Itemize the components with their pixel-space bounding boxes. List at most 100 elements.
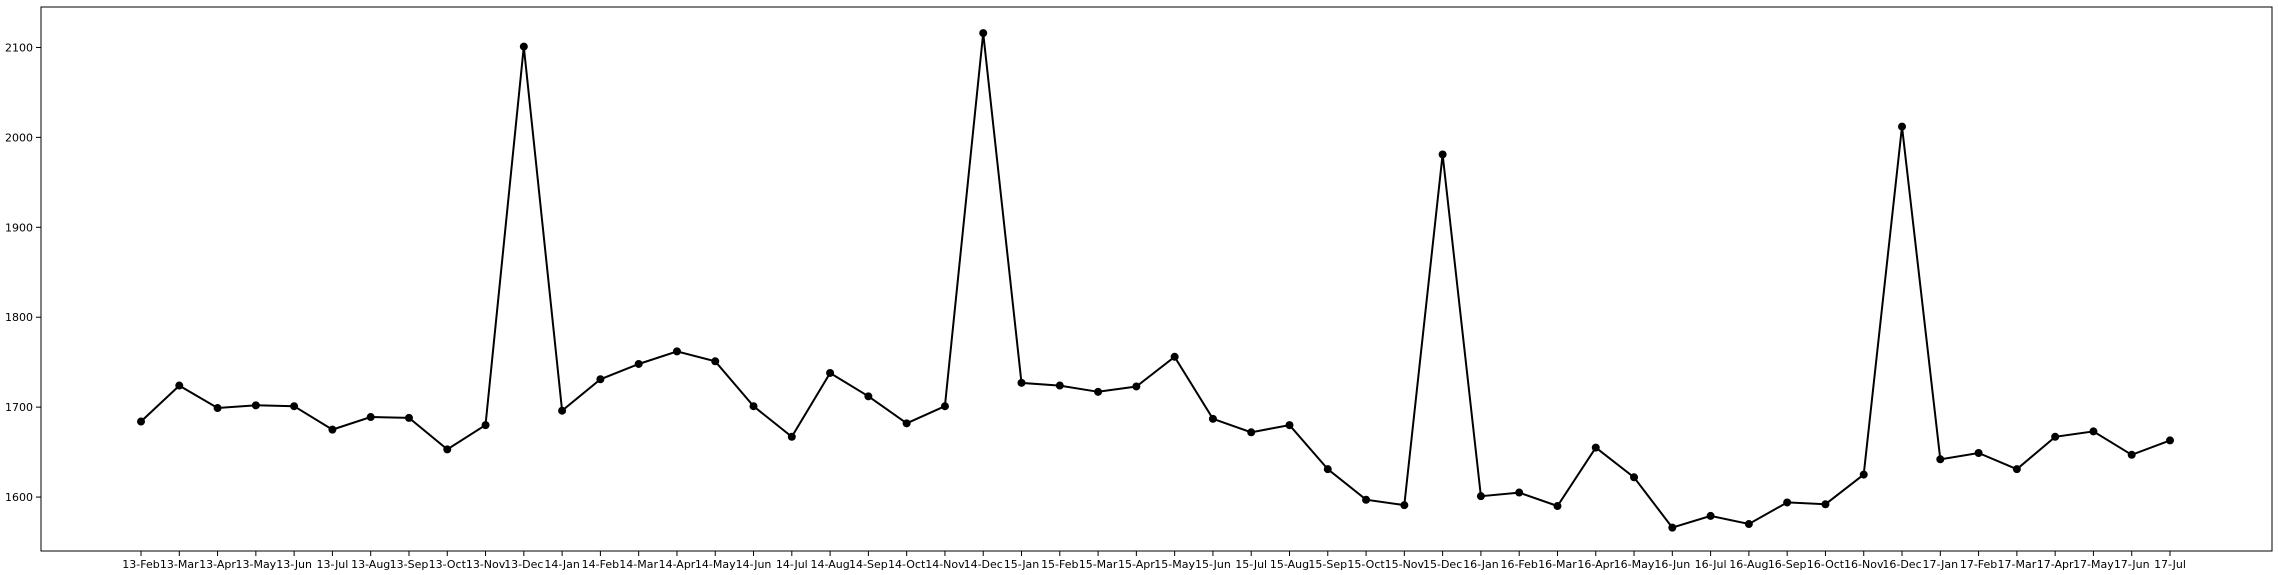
data-point [1591, 443, 1600, 452]
y-tick-label: 1800 [5, 311, 33, 324]
data-point [1247, 428, 1256, 437]
x-tick-label: 13-Feb [122, 558, 159, 571]
data-point [558, 406, 567, 415]
x-tick-label: 13-Mar [160, 558, 199, 571]
x-tick-label: 16-Nov [1844, 558, 1884, 571]
data-point [1362, 495, 1371, 504]
x-tick-label: 16-May [1614, 558, 1655, 571]
x-axis: 13-Feb 13-Mar 13-Apr 13-May 13-Jun 13-Jul 13-A… [122, 551, 2186, 571]
y-tick-label: 1600 [5, 491, 33, 504]
data-point [1017, 378, 1026, 387]
x-tick-label: 16-Aug [1729, 558, 1768, 571]
x-tick-label: 16-Jul [1695, 558, 1727, 571]
y-tick-label: 2000 [5, 131, 33, 144]
data-point [1821, 500, 1830, 509]
x-tick-label: 17-Jun [2114, 558, 2150, 571]
x-tick-label: 16-Dec [1882, 558, 1921, 571]
data-point [2127, 450, 2136, 459]
x-tick-label: 14-Nov [925, 558, 965, 571]
x-tick-label: 13-Dec [504, 558, 543, 571]
data-point [366, 413, 375, 422]
data-point [2166, 436, 2174, 445]
x-tick-label: 15-Jun [1195, 558, 1231, 571]
data-point [1132, 382, 1141, 391]
y-tick-label: 1900 [5, 221, 33, 234]
x-tick-label: 17-May [2073, 558, 2114, 571]
data-point [1744, 520, 1753, 529]
data-point [634, 359, 643, 368]
x-tick-label: 14-Apr [659, 558, 696, 571]
data-point [175, 381, 184, 390]
x-tick-label: 16-Jan [1463, 558, 1499, 571]
x-tick-label: 14-Jun [736, 558, 772, 571]
x-tick-label: 13-Jul [316, 558, 348, 571]
x-tick-label: 16-Mar [1538, 558, 1577, 571]
data-point [519, 42, 528, 51]
data-point [787, 432, 796, 441]
x-tick-label: 16-Feb [1500, 558, 1537, 571]
x-tick-label: 15-Sep [1308, 558, 1347, 571]
x-tick-label: 15-Feb [1041, 558, 1078, 571]
x-tick-label: 16-Oct [1807, 558, 1845, 571]
data-point [1476, 492, 1485, 501]
data-point [940, 402, 949, 411]
data-point [1055, 381, 1064, 390]
x-tick-label: 14-Sep [849, 558, 888, 571]
data-point [1285, 421, 1294, 430]
x-tick-label: 14-Dec [964, 558, 1003, 571]
data-point [1630, 473, 1639, 482]
data-point [1170, 352, 1179, 361]
data-point [1094, 387, 1103, 396]
x-tick-label: 17-Mar [1998, 558, 2037, 571]
data-point [672, 347, 681, 356]
x-tick-label: 17-Jan [1923, 558, 1959, 571]
data-point [2051, 432, 2060, 441]
x-tick-label: 16-Jun [1654, 558, 1690, 571]
data-point [1706, 511, 1715, 520]
x-tick-label: 15-Apr [1118, 558, 1155, 571]
data-point [2012, 465, 2021, 474]
x-tick-label: 16-Apr [1577, 558, 1614, 571]
data-point [251, 401, 260, 410]
data-point [596, 375, 605, 384]
y-tick-label: 2100 [5, 41, 33, 54]
x-tick-label: 13-Apr [199, 558, 236, 571]
data-point [1668, 523, 1677, 532]
x-tick-label: 15-Dec [1423, 558, 1462, 571]
x-tick-label: 13-Oct [429, 558, 467, 571]
data-point [1898, 122, 1907, 131]
x-tick-label: 14-May [695, 558, 736, 571]
x-tick-label: 13-Jun [276, 558, 312, 571]
data-point [902, 419, 911, 428]
x-tick-label: 16-Sep [1768, 558, 1807, 571]
x-tick-label: 17-Feb [1960, 558, 1997, 571]
data-point [213, 404, 222, 413]
data-point [1208, 414, 1217, 423]
x-tick-label: 15-Jul [1235, 558, 1267, 571]
data-point [979, 29, 988, 38]
x-tick-label: 14-Aug [810, 558, 849, 571]
x-tick-label: 13-May [235, 558, 276, 571]
x-tick-label: 13-Nov [466, 558, 506, 571]
data-point [749, 402, 758, 411]
x-tick-label: 14-Oct [888, 558, 926, 571]
y-axis: 1600 1700 1800 1900 2000 2100 [5, 41, 41, 504]
x-tick-label: 15-Nov [1385, 558, 1425, 571]
data-point [1323, 465, 1332, 474]
data-point [290, 402, 299, 411]
data-point [137, 417, 145, 426]
x-tick-label: 13-Sep [390, 558, 429, 571]
x-tick-label: 17-Jul [2154, 558, 2186, 571]
x-tick-label: 15-Mar [1079, 558, 1118, 571]
y-tick-label: 1700 [5, 401, 33, 414]
data-point [1974, 448, 1983, 457]
data-point [1936, 455, 1945, 464]
data-point [481, 421, 490, 430]
x-tick-label: 15-Jan [1004, 558, 1040, 571]
data-point [443, 445, 452, 454]
x-tick-label: 14-Jan [544, 558, 580, 571]
data-point [1515, 488, 1524, 497]
x-tick-label: 14-Feb [582, 558, 619, 571]
